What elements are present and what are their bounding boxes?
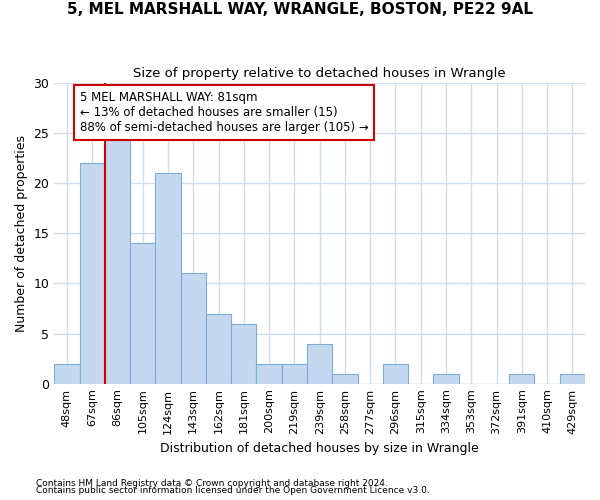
Bar bbox=[130, 244, 155, 384]
Text: Contains HM Land Registry data © Crown copyright and database right 2024.: Contains HM Land Registry data © Crown c… bbox=[36, 478, 388, 488]
X-axis label: Distribution of detached houses by size in Wrangle: Distribution of detached houses by size … bbox=[160, 442, 479, 455]
Text: 5 MEL MARSHALL WAY: 81sqm
← 13% of detached houses are smaller (15)
88% of semi-: 5 MEL MARSHALL WAY: 81sqm ← 13% of detac… bbox=[80, 91, 368, 134]
Bar bbox=[509, 374, 535, 384]
Bar bbox=[256, 364, 282, 384]
Bar bbox=[307, 344, 332, 384]
Text: Contains public sector information licensed under the Open Government Licence v3: Contains public sector information licen… bbox=[36, 486, 430, 495]
Bar bbox=[282, 364, 307, 384]
Y-axis label: Number of detached properties: Number of detached properties bbox=[15, 135, 28, 332]
Title: Size of property relative to detached houses in Wrangle: Size of property relative to detached ho… bbox=[133, 68, 506, 80]
Bar bbox=[332, 374, 358, 384]
Bar bbox=[383, 364, 408, 384]
Bar bbox=[155, 173, 181, 384]
Bar bbox=[80, 163, 105, 384]
Bar bbox=[433, 374, 458, 384]
Bar bbox=[206, 314, 231, 384]
Bar bbox=[560, 374, 585, 384]
Bar bbox=[181, 274, 206, 384]
Text: 5, MEL MARSHALL WAY, WRANGLE, BOSTON, PE22 9AL: 5, MEL MARSHALL WAY, WRANGLE, BOSTON, PE… bbox=[67, 2, 533, 18]
Bar bbox=[105, 133, 130, 384]
Bar bbox=[231, 324, 256, 384]
Bar bbox=[54, 364, 80, 384]
